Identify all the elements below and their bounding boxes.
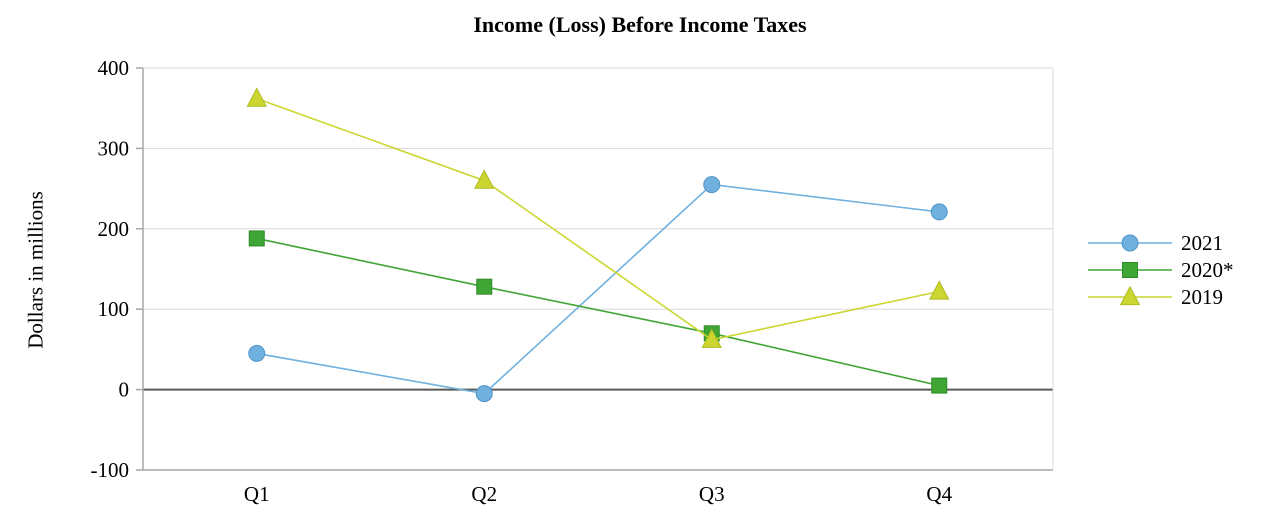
marker-2019 (474, 169, 495, 189)
x-tick-label: Q1 (244, 482, 270, 506)
chart-title: Income (Loss) Before Income Taxes (473, 12, 807, 37)
x-tick-label: Q2 (471, 482, 497, 506)
series-line-2020* (256, 237, 940, 387)
series-line-2019 (256, 97, 940, 341)
legend-label-2020*: 2020* (1181, 258, 1234, 282)
marker-2020* (931, 377, 948, 394)
marker-2019 (246, 87, 267, 107)
legend-label-2021: 2021 (1181, 231, 1223, 255)
legend-marker-2021 (1121, 234, 1139, 252)
x-tick-label: Q3 (699, 482, 725, 506)
marker-2021 (930, 203, 948, 221)
legend-label-2019: 2019 (1181, 285, 1223, 309)
marker-2020* (248, 230, 265, 247)
y-tick-label: 400 (98, 56, 130, 80)
x-tick-label: Q4 (926, 482, 952, 506)
marker-2021 (248, 344, 266, 362)
y-tick-label: -100 (91, 458, 130, 482)
marker-2020* (476, 278, 493, 295)
marker-2021 (475, 385, 493, 403)
legend-marker-2020* (1122, 262, 1138, 278)
marker-2019 (929, 280, 950, 300)
legend-marker-2019 (1119, 285, 1141, 306)
marker-2019 (701, 328, 722, 348)
y-tick-label: 300 (98, 136, 130, 160)
series-line-2021 (256, 183, 940, 395)
y-tick-label: 200 (98, 217, 130, 241)
marker-2021 (703, 176, 721, 194)
y-tick-label: 100 (98, 297, 130, 321)
y-tick-label: 0 (119, 378, 130, 402)
